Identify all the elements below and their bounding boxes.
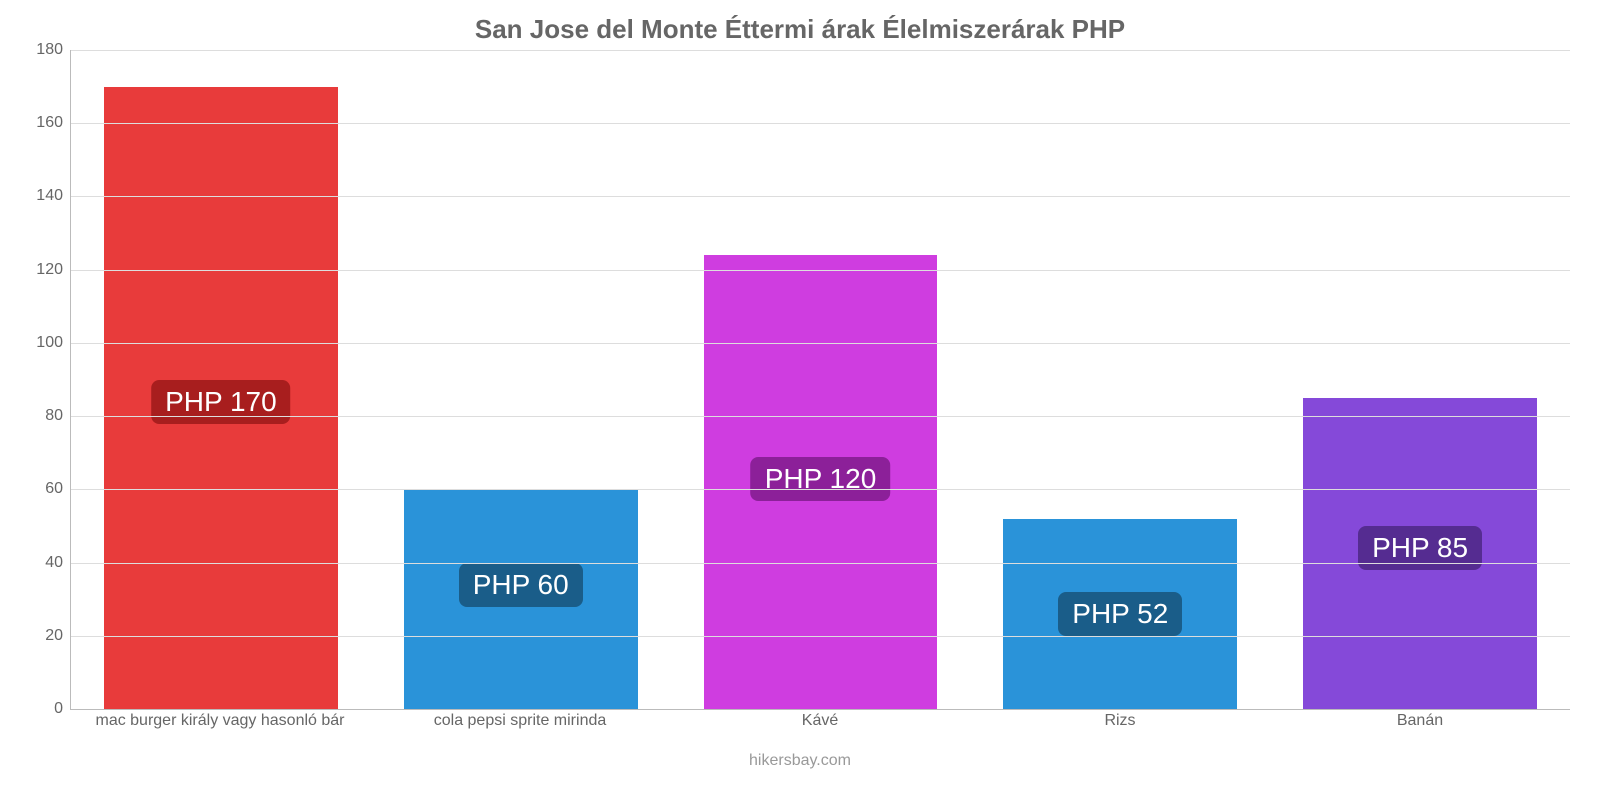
bars-group: PHP 170 PHP 60 PHP 120 PHP 52 PHP 85 [71,50,1570,709]
chart-title: San Jose del Monte Éttermi árak Élelmisz… [30,14,1570,45]
bar-value-label: PHP 52 [1058,592,1182,636]
bar-slot: PHP 120 [671,50,971,709]
bar: PHP 170 [104,87,338,709]
grid-line [71,270,1570,271]
bar-value-label: PHP 60 [459,563,583,607]
y-tick-label: 20 [45,627,71,645]
bar: PHP 60 [404,489,638,709]
y-tick-label: 60 [45,480,71,498]
grid-line [71,196,1570,197]
grid-line [71,636,1570,637]
x-tick-label: Banán [1270,712,1570,730]
x-axis: mac burger király vagy hasonló bárcola p… [70,712,1570,730]
y-tick-label: 160 [36,114,71,132]
bar-slot: PHP 60 [371,50,671,709]
plot-area: PHP 170PHP 60PHP 120PHP 52PHP 85 0204060… [70,50,1570,710]
y-tick-label: 100 [36,334,71,352]
bar-slot: PHP 85 [1270,50,1570,709]
grid-line [71,123,1570,124]
bar-slot: PHP 170 [71,50,371,709]
bar: PHP 120 [704,255,938,709]
grid-line [71,489,1570,490]
grid-line [71,343,1570,344]
y-tick-label: 40 [45,554,71,572]
bar-value-label: PHP 170 [151,380,291,424]
y-tick-label: 140 [36,187,71,205]
x-tick-label: Rizs [970,712,1270,730]
x-tick-label: mac burger király vagy hasonló bár [70,712,370,730]
bar: PHP 85 [1303,398,1537,709]
bar: PHP 52 [1003,519,1237,709]
y-tick-label: 0 [54,700,71,718]
y-tick-label: 180 [36,41,71,59]
chart-footer: hikersbay.com [0,752,1600,770]
y-tick-label: 80 [45,407,71,425]
chart-container: San Jose del Monte Éttermi árak Élelmisz… [0,0,1600,800]
y-tick-label: 120 [36,261,71,279]
bar-value-label: PHP 120 [751,457,891,501]
x-tick-label: cola pepsi sprite mirinda [370,712,670,730]
grid-line [71,50,1570,51]
grid-line [71,563,1570,564]
x-tick-label: Kávé [670,712,970,730]
grid-line [71,416,1570,417]
bar-slot: PHP 52 [970,50,1270,709]
